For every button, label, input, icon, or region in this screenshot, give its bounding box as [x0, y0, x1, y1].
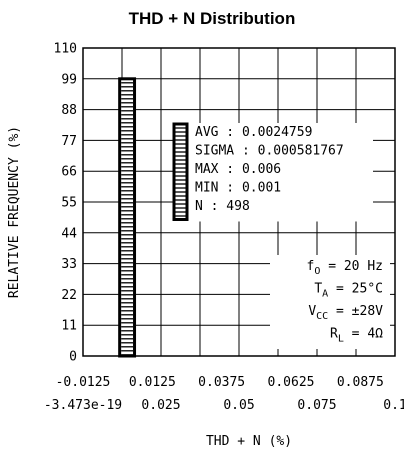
x-tick-label: 0.0875	[337, 375, 384, 390]
conditions-background	[270, 255, 390, 349]
stat-line: MAX : 0.006	[195, 162, 281, 177]
x-tick-label: 0.025	[141, 398, 180, 413]
x-tick-label: 0.1	[383, 398, 404, 413]
histogram-bar	[118, 77, 137, 358]
condition-line: RL = 4Ω	[330, 327, 383, 345]
y-tick-label: 33	[61, 257, 77, 272]
x-tick-labels: -0.0125 0.0125 0.0375 0.0625 0.0875 -3.473e-1…	[44, 375, 404, 413]
plot-frame	[82, 47, 396, 357]
y-tick-label: 22	[61, 288, 77, 303]
x-tick-label: 0.0375	[198, 375, 245, 390]
condition-line: VCC = ±28V	[308, 304, 383, 322]
y-tick-label: 99	[61, 72, 77, 87]
stat-line: AVG : 0.0024759	[195, 125, 312, 140]
x-tick-label: 0.05	[223, 398, 254, 413]
stats-legend-bar	[172, 122, 189, 221]
x-axis-label: THD + N (%)	[206, 434, 292, 449]
x-tick-label: -0.0125	[56, 375, 111, 390]
histogram-bars	[118, 77, 137, 358]
x-tick-label: -3.473e-19	[44, 398, 122, 413]
y-tick-label: 88	[61, 103, 77, 118]
stat-line: N : 498	[195, 199, 250, 214]
y-tick-label: 0	[69, 350, 77, 365]
stat-line: SIGMA : 0.000581767	[195, 144, 344, 159]
x-tick-label: 0.0125	[129, 375, 176, 390]
y-tick-labels: 0 11 22 33 44 55 66 77 88 99 110	[54, 42, 78, 365]
y-tick-label: 44	[61, 226, 77, 241]
y-tick-label: 11	[61, 319, 77, 334]
condition-line: TA = 25°C	[314, 282, 383, 300]
x-tick-label: 0.075	[297, 398, 336, 413]
test-conditions: fO = 20 Hz TA = 25°C VCC = ±28V RL = 4Ω	[270, 255, 390, 349]
y-tick-label: 77	[61, 134, 77, 149]
y-tick-label: 66	[61, 165, 77, 180]
stats-box: AVG : 0.0024759 SIGMA : 0.000581767 MAX : …	[172, 122, 373, 222]
stats-background	[185, 123, 373, 222]
condition-line: fO = 20 Hz	[307, 259, 383, 277]
y-tick-label: 110	[54, 42, 77, 57]
x-tick-label: 0.0625	[268, 375, 315, 390]
stat-line: MIN : 0.001	[195, 181, 281, 196]
y-axis-label: RELATIVE FREQUENCY (%)	[7, 126, 22, 298]
chart-title: THD + N Distribution	[129, 9, 296, 28]
y-tick-label: 55	[61, 196, 77, 211]
